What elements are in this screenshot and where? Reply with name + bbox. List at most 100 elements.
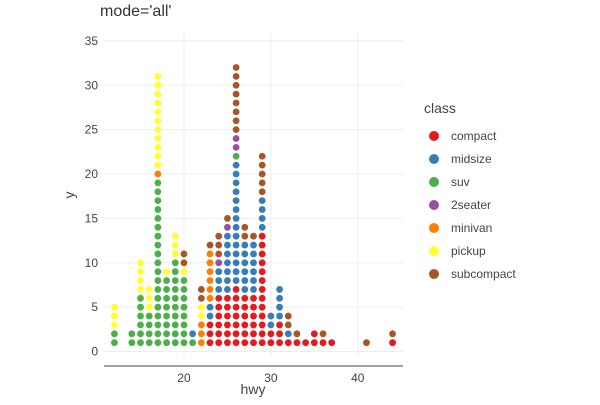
data-point-subcompact	[180, 259, 188, 267]
data-point-subcompact	[232, 81, 240, 89]
legend-label-subcompact: subcompact	[451, 267, 516, 281]
data-point-pickup	[154, 161, 162, 169]
data-point-suv	[171, 268, 179, 276]
data-point-midsize	[224, 250, 231, 258]
data-point-compact	[232, 339, 240, 347]
data-point-suv	[154, 197, 162, 205]
data-point-pickup	[137, 268, 144, 276]
data-point-suv	[154, 179, 162, 187]
data-point-midsize	[206, 303, 214, 311]
data-point-midsize	[232, 215, 240, 222]
y-axis-title: y	[61, 192, 77, 199]
data-point-subcompact	[284, 312, 292, 320]
data-point-suv	[163, 294, 170, 302]
data-point-midsize	[250, 241, 257, 249]
data-point-midsize	[232, 170, 240, 178]
data-point-compact	[258, 277, 266, 284]
data-point-suv	[180, 294, 188, 302]
data-point-midsize	[250, 250, 257, 258]
y-tick-label: 10	[85, 256, 99, 270]
data-point-suv	[171, 286, 179, 293]
data-point-compact	[206, 330, 214, 338]
data-point-compact	[284, 339, 292, 347]
gridlines	[104, 32, 403, 356]
data-point-suv	[111, 330, 118, 338]
data-point-suv	[171, 259, 179, 267]
x-tick-label: 40	[351, 371, 365, 385]
data-point-compact	[302, 339, 310, 347]
data-point-subcompact	[232, 117, 240, 125]
data-point-midsize	[232, 161, 240, 169]
data-point-pickup	[137, 277, 144, 284]
data-point-subcompact	[363, 339, 370, 347]
data-point-suv	[154, 321, 162, 329]
data-point-compact	[232, 286, 240, 293]
data-point-subcompact	[241, 232, 249, 240]
data-point-suv	[111, 339, 118, 347]
data-point-minivan	[197, 339, 205, 347]
data-point-suv	[171, 312, 179, 320]
data-point-midsize	[232, 197, 240, 205]
data-point-pickup	[154, 135, 162, 142]
data-point-suv	[163, 277, 170, 284]
data-point-suv	[163, 321, 170, 329]
data-point-suv	[145, 312, 153, 320]
data-point-suv	[163, 330, 170, 338]
data-point-midsize	[206, 312, 214, 320]
data-point-subcompact	[389, 330, 396, 338]
data-point-subcompact	[258, 161, 266, 169]
data-point-suv	[128, 330, 136, 338]
x-tick-label: 30	[264, 371, 278, 385]
data-point-suv	[189, 339, 197, 347]
chart-title: mode='all'	[100, 3, 171, 20]
data-point-suv	[154, 241, 162, 249]
data-point-suv	[163, 312, 170, 320]
data-point-pickup	[154, 99, 162, 107]
data-point-compact	[215, 312, 223, 320]
data-point-compact	[258, 294, 266, 302]
data-point-midsize	[241, 259, 249, 267]
data-point-midsize	[276, 294, 283, 302]
legend-swatch-2seater	[429, 200, 439, 210]
data-point-minivan	[206, 286, 214, 293]
data-point-minivan	[197, 330, 205, 338]
data-point-suv	[232, 152, 240, 160]
data-point-suv	[154, 312, 162, 320]
data-point-suv	[137, 330, 144, 338]
data-point-suv	[171, 294, 179, 302]
data-point-compact	[267, 339, 275, 347]
data-point-midsize	[224, 268, 231, 276]
legend-label-pickup: pickup	[451, 244, 486, 258]
data-point-subcompact	[241, 223, 249, 231]
data-point-pickup	[137, 286, 144, 293]
data-point-pickup	[163, 268, 170, 276]
x-tick-label: 20	[177, 371, 191, 385]
data-points	[111, 64, 396, 347]
data-point-midsize	[241, 268, 249, 276]
data-point-subcompact	[232, 99, 240, 107]
data-point-compact	[258, 312, 266, 320]
data-point-pickup	[154, 81, 162, 89]
data-point-compact	[215, 339, 223, 347]
data-point-suv	[180, 330, 188, 338]
data-point-suv	[154, 339, 162, 347]
legend-label-suv: suv	[451, 175, 470, 189]
data-point-midsize	[258, 223, 266, 231]
data-point-suv	[154, 277, 162, 284]
data-point-pickup	[154, 90, 162, 98]
data-point-compact	[215, 330, 223, 338]
data-point-compact	[241, 312, 249, 320]
data-point-compact	[250, 312, 257, 320]
legend-swatch-compact	[429, 131, 439, 141]
data-point-pickup	[171, 241, 179, 249]
data-point-suv	[163, 339, 170, 347]
data-point-compact	[389, 339, 396, 347]
data-point-suv	[154, 286, 162, 293]
data-point-pickup	[111, 303, 118, 311]
data-point-compact	[215, 303, 223, 311]
data-point-compact	[241, 339, 249, 347]
data-point-compact	[267, 330, 275, 338]
data-point-suv	[137, 294, 144, 302]
data-point-suv	[145, 321, 153, 329]
data-point-compact	[241, 294, 249, 302]
